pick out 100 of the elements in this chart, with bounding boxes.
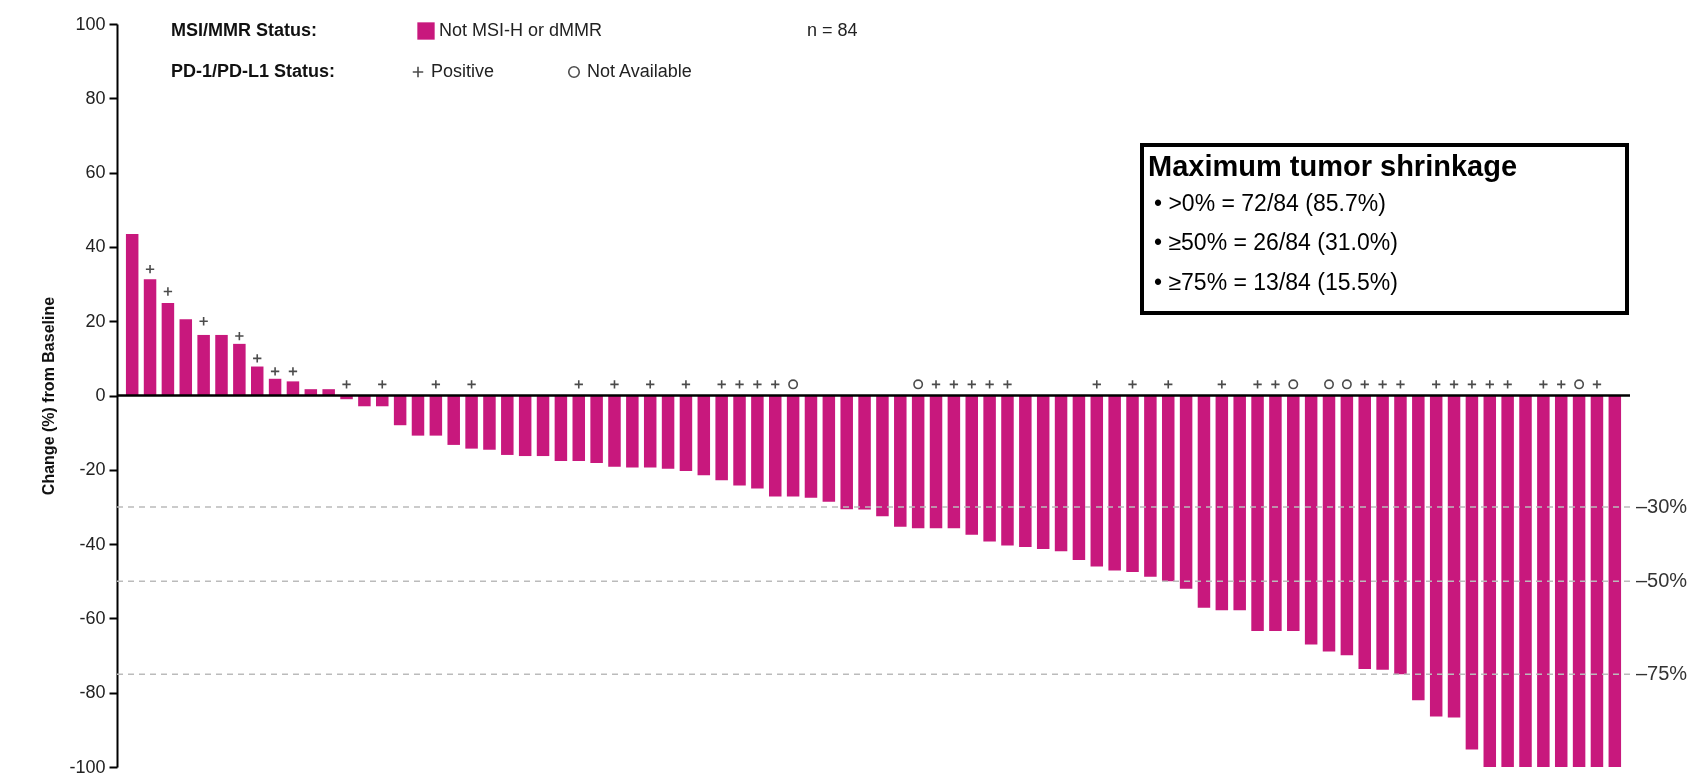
bar (1608, 395, 1622, 767)
bar (715, 395, 728, 481)
bar (125, 233, 139, 396)
ref-line-label: –75% (1636, 662, 1688, 685)
point (1574, 379, 1585, 390)
point (913, 379, 924, 390)
bar (661, 395, 675, 469)
bar (608, 395, 621, 467)
bar (1036, 395, 1050, 549)
bar (1537, 395, 1550, 767)
point (1341, 379, 1352, 390)
bar (1251, 395, 1264, 632)
y-tick-label: 100 (75, 13, 106, 34)
bar (679, 395, 693, 471)
bar (626, 395, 639, 468)
bar (501, 395, 514, 455)
bar (447, 395, 460, 445)
bar (1287, 395, 1300, 632)
bar (1340, 395, 1354, 656)
point (1324, 379, 1334, 390)
y-tick-label: -40 (79, 533, 106, 554)
bar (804, 395, 818, 498)
bar (929, 395, 943, 529)
bar (411, 395, 425, 436)
bar (572, 395, 586, 461)
bar (1483, 395, 1497, 767)
bar (1590, 395, 1604, 767)
annotation: n = 84 (807, 20, 858, 40)
bar (233, 343, 246, 396)
y-tick-label: -80 (79, 682, 106, 703)
legend-title: MSI/MMR Status: (171, 20, 317, 40)
bar (1358, 395, 1371, 669)
bar (518, 395, 532, 457)
y-tick-label: 0 (95, 385, 106, 405)
bar (215, 334, 228, 396)
ref-line-label: –30% (1636, 494, 1688, 517)
bar (1447, 395, 1461, 718)
annotation: • >0% = 72/84 (85.7%) (1154, 190, 1386, 216)
bar (1054, 395, 1068, 552)
bar (143, 279, 157, 396)
bar (1215, 395, 1229, 611)
bar (1001, 395, 1014, 546)
bar (1179, 395, 1193, 589)
bar (1412, 395, 1425, 701)
bar (1376, 395, 1389, 670)
bar (1269, 395, 1282, 632)
bar (1108, 395, 1121, 571)
annotation: Maximum tumor shrinkage (1148, 150, 1518, 182)
bar (1429, 395, 1443, 717)
bar (554, 395, 568, 461)
bar (465, 395, 478, 449)
y-tick-label: 80 (85, 87, 106, 108)
bar (983, 395, 996, 542)
bar (876, 395, 889, 517)
bar (1572, 395, 1586, 767)
point (1288, 379, 1299, 390)
bar (840, 395, 853, 510)
bar (1144, 395, 1157, 577)
legend-label: Not Available (587, 61, 692, 81)
y-tick-label: 60 (85, 162, 106, 183)
bar (1501, 395, 1514, 767)
bar (965, 395, 978, 535)
bar (769, 395, 782, 497)
bar (1394, 395, 1407, 675)
bar (947, 395, 961, 529)
annotation: • ≥75% = 13/84 (15.5%) (1154, 269, 1398, 295)
bar (1233, 395, 1246, 611)
bar (483, 395, 496, 450)
y-tick-label: 20 (85, 310, 106, 331)
bar (536, 395, 550, 457)
bar (643, 395, 657, 468)
y-tick-label: 40 (85, 236, 106, 257)
y-tick-label: -20 (79, 459, 106, 480)
bar (1304, 395, 1318, 645)
legend-label: Positive (431, 61, 495, 81)
bar (858, 395, 871, 510)
bar (751, 395, 764, 489)
bar (179, 319, 193, 396)
annotation: PD-1/PD-L1 Status: (171, 61, 336, 81)
bar (1465, 395, 1479, 750)
bar (1161, 395, 1175, 582)
bar (197, 334, 210, 396)
point (788, 379, 799, 390)
ref-line-label: –50% (1636, 569, 1688, 592)
y-axis-title: Change (%) from Baseline (40, 296, 58, 496)
bar (697, 395, 711, 476)
y-tick-label: -100 (69, 756, 106, 777)
bar (1072, 395, 1086, 561)
bar (1019, 395, 1032, 548)
bar (822, 395, 836, 502)
y-tick-label: -60 (79, 607, 106, 628)
annotation: • ≥50% = 26/84 (31.0%) (1154, 229, 1398, 255)
bar (1322, 395, 1336, 652)
bar (1126, 395, 1139, 572)
legend-label: Not MSI-H or dMMR (439, 20, 603, 40)
bar (733, 395, 746, 486)
bar (1554, 395, 1568, 767)
bar (894, 395, 907, 527)
bar (786, 395, 800, 497)
bar (911, 395, 925, 529)
